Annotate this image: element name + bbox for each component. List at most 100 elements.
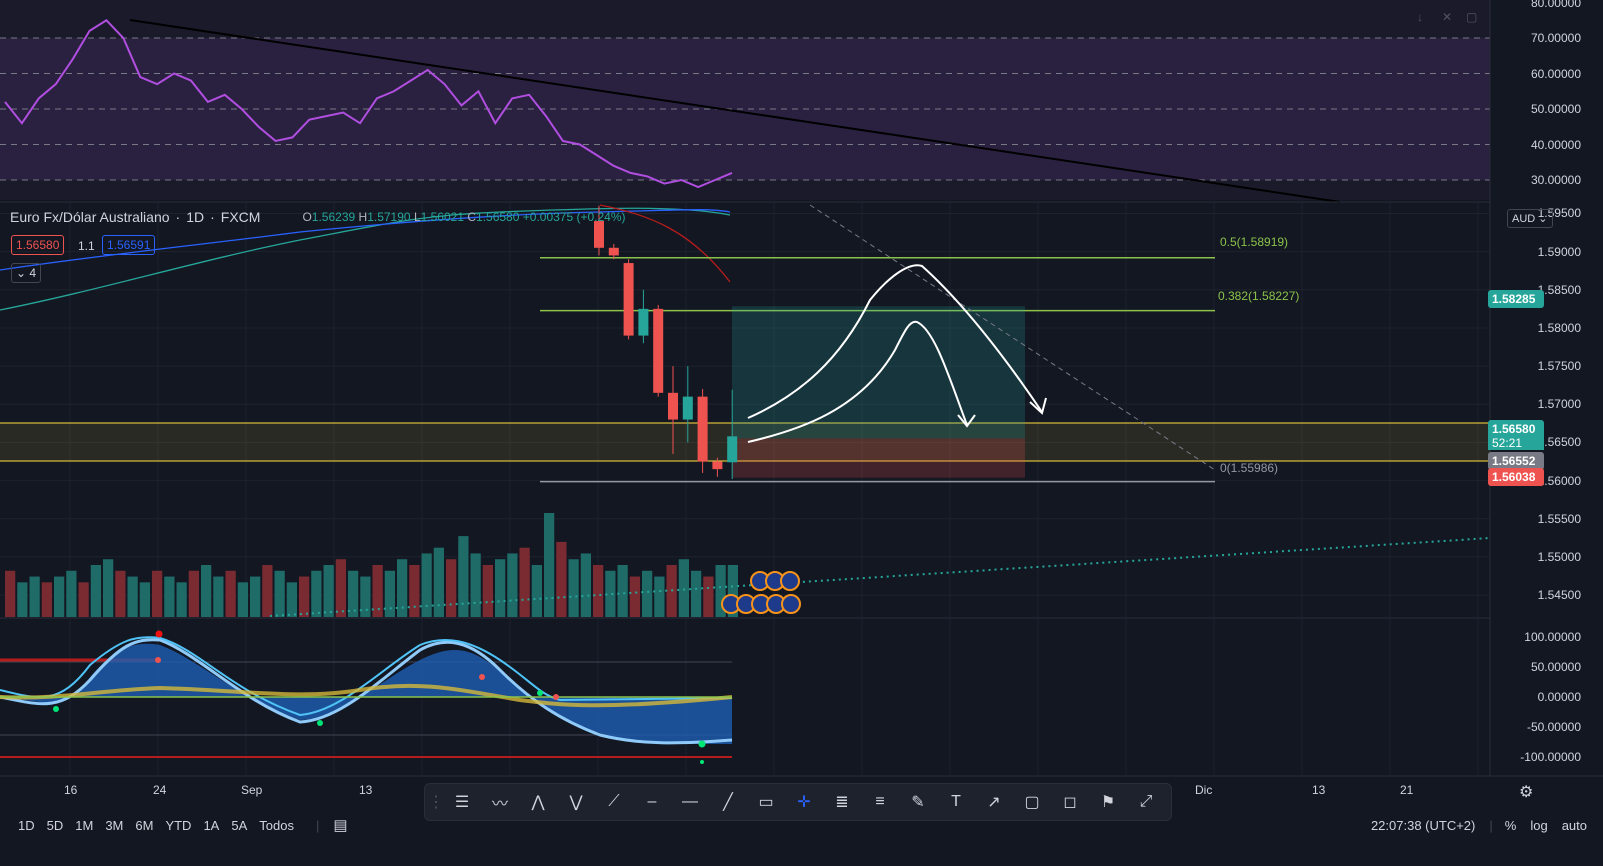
brush-icon[interactable]: ✎ <box>911 794 925 811</box>
open-label: O <box>302 210 312 224</box>
volume-bar <box>360 576 371 617</box>
drawing-toolbar[interactable]: ⋮ ☰ 〰 ⋀ ⋁ ⟋ – — ╱ ▭ ✛ ≣ ≡ ✎ T ↗ ▢ ◻ ⚑ ⤢ <box>424 783 1172 821</box>
rectangle-icon[interactable]: ▭ <box>758 794 774 811</box>
osc-signal-dot <box>317 720 323 726</box>
volume-bar <box>433 547 444 617</box>
comment-icon[interactable]: ◻ <box>1063 794 1077 811</box>
osc-yellow-line <box>0 683 733 708</box>
timeframe-button[interactable]: 5A <box>231 817 248 833</box>
time-axis-label: 21 <box>1400 783 1414 797</box>
oscillator <box>0 630 733 764</box>
volume-bar <box>78 582 89 617</box>
abcde-pattern-icon[interactable]: ⋀ <box>531 794 545 811</box>
horizontal-line-icon[interactable]: — <box>682 793 698 810</box>
volume-bar <box>446 559 457 617</box>
legend-sep: · <box>210 209 215 225</box>
path-tool-icon[interactable]: ⟋ <box>608 793 620 810</box>
drawing-arrowhead <box>1029 397 1047 415</box>
price-axis-label: 1.55500 <box>1537 511 1581 526</box>
osc-signal-dot <box>479 674 485 680</box>
rsi-line <box>4 18 733 189</box>
fib-extension-icon[interactable]: ≡ <box>875 793 885 810</box>
event-icon[interactable] <box>780 571 800 591</box>
ohlc-values: O1.56239 H1.57190 L1.56021 C1.56580 +0.0… <box>302 210 625 224</box>
volume-bar <box>507 553 518 617</box>
abcd-pattern-icon[interactable]: ⋁ <box>569 794 583 811</box>
symbol-interval[interactable]: 1D <box>186 209 205 225</box>
log-scale-button[interactable]: log <box>1530 817 1548 833</box>
rsi-axis-label: 50.00000 <box>1530 102 1581 116</box>
symbol-legend[interactable]: Euro Fx/Dólar Australiano · 1D · FXCM O1… <box>10 209 626 225</box>
flag-mark-icon[interactable]: ⚑ <box>1100 794 1116 811</box>
target-price-tag: 1.58285 <box>1488 290 1544 308</box>
elliott-wave-icon[interactable]: 〰 <box>491 796 508 813</box>
clock-display[interactable]: 22:07:38 (UTC+2) <box>1370 817 1476 833</box>
crosshair-icon[interactable]: ✛ <box>797 794 811 811</box>
timeframe-button[interactable]: 1A <box>203 817 220 833</box>
candle-body <box>608 247 619 256</box>
arrow-tool-icon[interactable]: ↗ <box>987 794 1001 811</box>
indicators-count: 4 <box>29 266 37 280</box>
percent-scale-button[interactable]: % <box>1504 817 1517 833</box>
timeframe-button[interactable]: Todos <box>259 817 294 833</box>
ma-red <box>599 204 731 283</box>
drawing-outer-curve[interactable] <box>747 264 1043 419</box>
timeframe-button[interactable]: 6M <box>135 817 154 833</box>
currency-label: AUD <box>1512 213 1536 225</box>
drag-handle-icon[interactable]: ⋮ <box>428 794 444 811</box>
volume-bar <box>115 570 126 617</box>
candle-body <box>594 221 604 248</box>
volume-bar <box>152 570 163 617</box>
drawing-inner-curve[interactable] <box>747 320 968 443</box>
volume-bar <box>29 576 40 617</box>
timeframe-button[interactable]: 1M <box>75 817 94 833</box>
volume-bar <box>384 570 395 617</box>
auto-scale-button[interactable]: auto <box>1561 817 1587 833</box>
trend-line-icon[interactable]: ╱ <box>723 794 733 811</box>
event-icon[interactable] <box>781 594 801 614</box>
settings-gear-icon[interactable]: ⚙ <box>1519 784 1534 801</box>
change-value: +0.00375 <box>522 210 574 224</box>
measure-icon[interactable]: ⤢ <box>1139 793 1153 810</box>
indicators-toggle[interactable]: ⌄ 4 <box>11 263 42 283</box>
volume-bar <box>127 576 138 617</box>
main-gridlines <box>0 202 1490 776</box>
time-axis-label: Sep <box>241 783 263 797</box>
candle-body <box>668 392 678 420</box>
currency-selector[interactable]: AUD ⌄ <box>1507 209 1553 228</box>
timeframe-button[interactable]: 5D <box>46 817 64 833</box>
timeframe-button[interactable]: YTD <box>165 817 192 833</box>
timeframe-button[interactable]: 1D <box>18 817 35 833</box>
horizontal-ray-icon[interactable]: – <box>647 793 657 810</box>
lines-tool-icon[interactable]: ☰ <box>454 794 470 811</box>
buy-price-button[interactable]: 1.56591 <box>102 235 156 255</box>
text-icon[interactable]: T <box>951 793 961 810</box>
sr-zone <box>0 423 1490 461</box>
candle-body <box>727 436 738 463</box>
volume-bar <box>262 565 273 617</box>
sell-price-button[interactable]: 1.56580 <box>11 235 65 255</box>
volume-bar <box>237 582 248 617</box>
calendar-range-icon[interactable]: ▤ <box>333 817 348 834</box>
close-icon[interactable]: ✕ <box>1442 10 1453 24</box>
volume-bar <box>544 513 555 617</box>
osc-signal-dot <box>698 740 706 748</box>
volume-bar <box>519 547 530 617</box>
close-value: 1.56580 <box>476 210 520 224</box>
volume-bar <box>90 565 101 617</box>
osc-axis-label: 50.00000 <box>1530 660 1581 674</box>
economic-events[interactable] <box>721 571 801 614</box>
position-loss-zone[interactable] <box>732 438 1025 478</box>
maximize-icon[interactable]: ▢ <box>1466 10 1478 24</box>
timeframe-button[interactable]: 3M <box>105 817 124 833</box>
callout-icon[interactable]: ▢ <box>1024 794 1040 811</box>
volume-bar <box>164 576 175 617</box>
osc-axis-label: 0.00000 <box>1537 690 1581 704</box>
symbol-name[interactable]: Euro Fx/Dólar Australiano <box>10 209 170 225</box>
rsi-axis-label: 40.00000 <box>1530 137 1581 152</box>
price-axis-label: 1.54500 <box>1537 588 1581 603</box>
fib-retracement-icon[interactable]: ≣ <box>835 794 849 811</box>
arrow-down-icon[interactable]: ↓ <box>1417 10 1423 24</box>
